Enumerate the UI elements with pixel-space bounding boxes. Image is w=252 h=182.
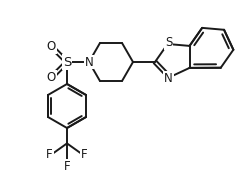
Text: N: N [164,72,173,85]
Text: N: N [85,56,93,68]
Text: O: O [47,40,56,53]
Text: S: S [165,36,172,50]
Text: F: F [64,160,70,173]
Text: S: S [63,56,71,68]
Text: F: F [81,148,88,161]
Text: O: O [47,71,56,84]
Text: F: F [46,148,53,161]
